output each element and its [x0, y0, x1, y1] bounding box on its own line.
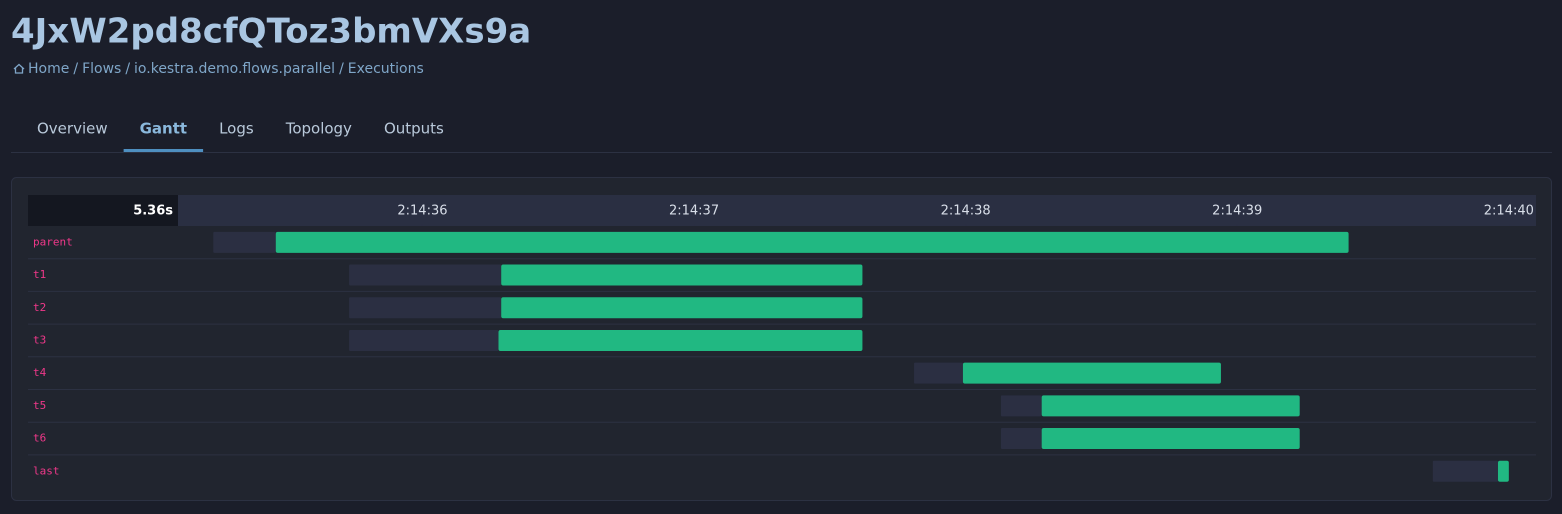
- x-tick-label: 2:14:36: [397, 204, 447, 219]
- waiting-bar: [1000, 428, 1042, 450]
- running-bar[interactable]: [1497, 460, 1509, 482]
- x-tick-label: 2:14:39: [1212, 204, 1262, 219]
- tab[interactable]: Overview: [37, 120, 108, 138]
- duration: 5.36s: [133, 204, 173, 219]
- home-icon[interactable]: [13, 63, 25, 74]
- breadcrumb-separator: /: [125, 61, 130, 77]
- tab[interactable]: Gantt: [140, 120, 187, 138]
- tab[interactable]: Outputs: [384, 120, 444, 138]
- breadcrumb-separator: /: [339, 61, 344, 77]
- x-tick-label: 2:14:37: [669, 204, 719, 219]
- breadcrumb-item[interactable]: Flows: [82, 61, 121, 77]
- waiting-bar: [349, 264, 502, 286]
- task-name[interactable]: t5: [33, 399, 46, 412]
- x-tick-label: 2:14:38: [941, 204, 991, 219]
- running-bar[interactable]: [501, 297, 863, 319]
- gantt-chart: 2:14:36 2:14:37 2:14:38 2:14:39 2:14:40 paren…: [28, 204, 1536, 482]
- running-bar[interactable]: [1041, 428, 1300, 450]
- breadcrumb: Home / Flows / io.kestra.demo.flows.parallel…: [28, 61, 424, 77]
- x-tick-label: 2:14:40: [1484, 204, 1534, 219]
- waiting-bar: [1432, 460, 1498, 482]
- waiting-bar: [914, 362, 963, 384]
- running-bar[interactable]: [275, 231, 1349, 253]
- waiting-bar: [213, 231, 276, 253]
- running-bar[interactable]: [501, 264, 863, 286]
- task-name[interactable]: t6: [33, 432, 46, 445]
- task-name[interactable]: t4: [33, 366, 47, 379]
- waiting-bar: [349, 297, 502, 319]
- running-bar[interactable]: [498, 329, 863, 351]
- breadcrumb-item[interactable]: io.kestra.demo.flows.parallel: [134, 61, 335, 77]
- task-name[interactable]: t3: [33, 333, 46, 346]
- breadcrumb-item[interactable]: Executions: [348, 61, 424, 77]
- task-name[interactable]: t2: [33, 301, 46, 314]
- waiting-bar: [1000, 395, 1042, 417]
- breadcrumb-item[interactable]: Home: [28, 61, 69, 77]
- tab[interactable]: Logs: [219, 120, 254, 138]
- tab[interactable]: Topology: [285, 120, 352, 138]
- page-title: 4JxW2pd8cfQToz3bmVXs9a: [11, 12, 531, 52]
- task-name[interactable]: t1: [33, 268, 46, 281]
- breadcrumb-separator: /: [73, 61, 78, 77]
- task-name[interactable]: last: [33, 464, 60, 477]
- waiting-bar: [349, 329, 499, 351]
- active-tab-indicator: [123, 149, 204, 152]
- running-bar[interactable]: [1041, 395, 1300, 417]
- tabs: Overview Gantt Logs Topology Outputs: [37, 120, 444, 152]
- task-name[interactable]: parent: [33, 235, 73, 248]
- gantt-header: [28, 195, 1536, 226]
- running-bar[interactable]: [962, 362, 1221, 384]
- duration-cell: [28, 195, 178, 226]
